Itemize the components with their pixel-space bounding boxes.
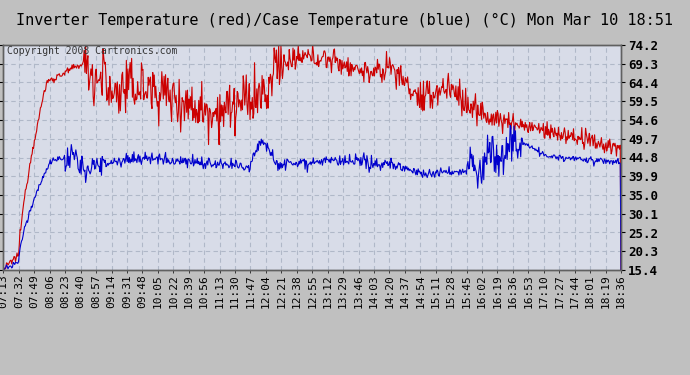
Text: Copyright 2008 Cartronics.com: Copyright 2008 Cartronics.com bbox=[6, 46, 177, 56]
Text: Inverter Temperature (red)/Case Temperature (blue) (°C) Mon Mar 10 18:51: Inverter Temperature (red)/Case Temperat… bbox=[17, 13, 673, 28]
